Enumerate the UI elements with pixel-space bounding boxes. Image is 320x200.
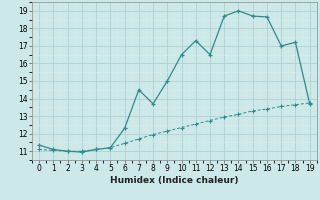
X-axis label: Humidex (Indice chaleur): Humidex (Indice chaleur) (110, 176, 239, 185)
